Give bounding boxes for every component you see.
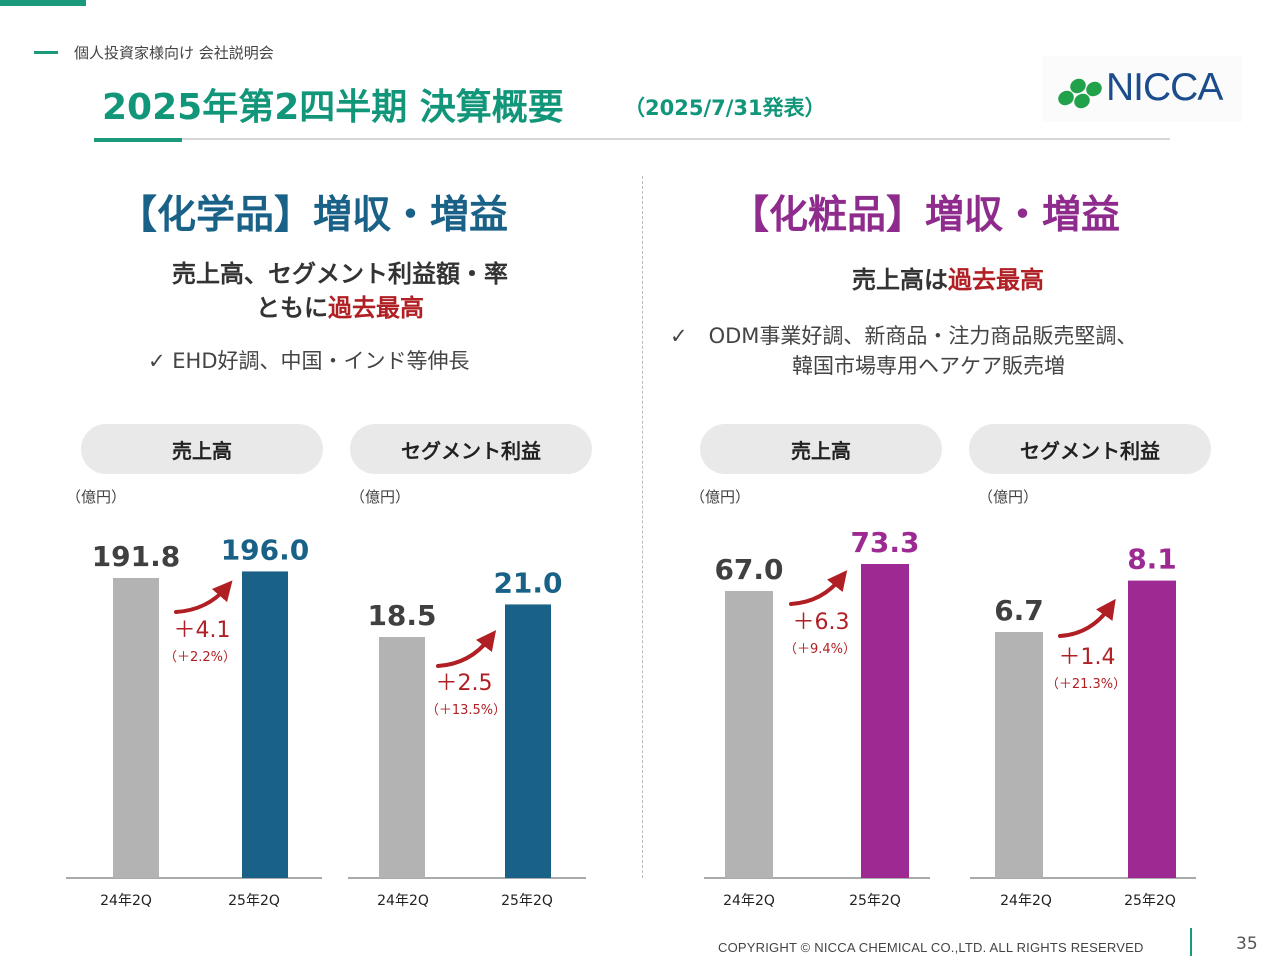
chart-3-tick-label: 24年2Q: [723, 893, 775, 909]
chart-3-bar-24年2Q: [725, 591, 773, 878]
chart-1-bar-25年2Q: [242, 571, 288, 878]
chart-2-bar-25年2Q: [505, 604, 551, 878]
chart-1-delta-pct-label: （＋2.2%）: [164, 650, 236, 665]
chart-2-unit: （億円）: [350, 488, 411, 506]
chart-3-tick-label: 25年2Q: [849, 893, 901, 909]
cosmetics-note-line2: 韓国市場専用ヘアケア販売増: [792, 354, 1065, 378]
company-logo: [1042, 56, 1242, 122]
page-number: 35: [1236, 934, 1258, 954]
chart-2-title: セグメント利益: [350, 424, 592, 474]
chart-4-delta-pct-label: （＋21.3%）: [1046, 677, 1126, 692]
chart-2-delta-label: ＋2.5: [436, 671, 493, 696]
chart-2-tick-label: 24年2Q: [377, 893, 429, 909]
chart-2-tick-label: 25年2Q: [501, 893, 553, 909]
chemicals-summary-line2: ともに過去最高: [100, 288, 580, 323]
kicker-text: 個人投資家様向け 会社説明会: [74, 44, 274, 62]
chart-3-value-label: 73.3: [850, 526, 919, 559]
chart-3-unit: （億円）: [690, 488, 751, 506]
cosmetics-summary-prefix: 売上高は: [852, 266, 948, 294]
chart-1-title: 売上高: [81, 424, 323, 474]
chart-3-delta-label: ＋6.3: [793, 610, 850, 635]
chart-2-delta-pct-label: （＋13.5%）: [426, 703, 506, 718]
chart-3-delta-pct-label: （＋9.4%）: [784, 642, 856, 657]
cosmetics-record-highlight: 過去最高: [948, 266, 1044, 294]
chemicals-summary-prefix: ともに: [256, 294, 328, 322]
logo-mark-icon: [1058, 78, 1102, 109]
chart-1-unit: （億円）: [66, 488, 127, 506]
title-rule: [182, 138, 1170, 140]
section-divider: [642, 176, 643, 878]
chemicals-note: ✓ EHD好調、中国・インド等伸長: [148, 349, 470, 373]
chemicals-heading: 【化学品】増収・増益: [118, 193, 509, 238]
chart-1-delta-label: ＋4.1: [174, 618, 231, 643]
chart-4-unit: （億円）: [978, 488, 1039, 506]
title-underline: [94, 138, 182, 142]
chart-2-value-label: 18.5: [367, 599, 436, 632]
chart-1-value-label: 196.0: [221, 533, 310, 566]
announcement-date: （2025/7/31発表）: [624, 96, 826, 120]
cosmetics-heading: 【化粧品】増収・増益: [730, 193, 1121, 238]
logo-wordmark: NICCA: [1106, 66, 1223, 109]
chart-4-tick-label: 25年2Q: [1124, 893, 1176, 909]
cosmetics-note-line1: ✓ ODM事業好調、新商品・注力商品販売堅調、: [670, 324, 1138, 348]
chart-1-bar-24年2Q: [113, 578, 159, 878]
chart-4-title: セグメント利益: [969, 424, 1211, 474]
chart-3-value-label: 67.0: [714, 553, 783, 586]
chart-4-bar-24年2Q: [995, 632, 1043, 878]
chart-4-delta-label: ＋1.4: [1059, 645, 1116, 670]
footer-accent-bar: [1190, 928, 1192, 956]
growth-arrow-icon: [1058, 598, 1116, 638]
chart-2-value-label: 21.0: [493, 566, 562, 599]
chemicals-record-highlight: 過去最高: [328, 294, 424, 322]
growth-arrow-icon: [436, 630, 497, 668]
chart-3-bar-25年2Q: [861, 564, 909, 878]
chart-1-value-label: 191.8: [92, 540, 181, 573]
growth-arrow-icon: [789, 570, 848, 606]
chart-2-bar-24年2Q: [379, 637, 425, 878]
copyright: COPYRIGHT © NICCA CHEMICAL CO.,LTD. ALL …: [718, 940, 1144, 955]
chart-4-bar-25年2Q: [1128, 580, 1176, 878]
page-title: 2025年第2四半期 決算概要: [102, 87, 564, 128]
chart-4-value-label: 6.7: [994, 594, 1044, 627]
chart-4-tick-label: 24年2Q: [1000, 893, 1052, 909]
kicker-dash: [34, 51, 58, 54]
chart-1-tick-label: 24年2Q: [100, 893, 152, 909]
top-accent-bar: [0, 0, 86, 6]
chemicals-summary-line1: 売上高、セグメント利益額・率: [172, 260, 508, 288]
growth-arrow-icon: [174, 580, 233, 614]
chart-3-title: 売上高: [700, 424, 942, 474]
chart-4-value-label: 8.1: [1127, 543, 1177, 576]
cosmetics-summary-line1: 売上高は過去最高: [708, 260, 1188, 295]
chart-1-tick-label: 25年2Q: [228, 893, 280, 909]
